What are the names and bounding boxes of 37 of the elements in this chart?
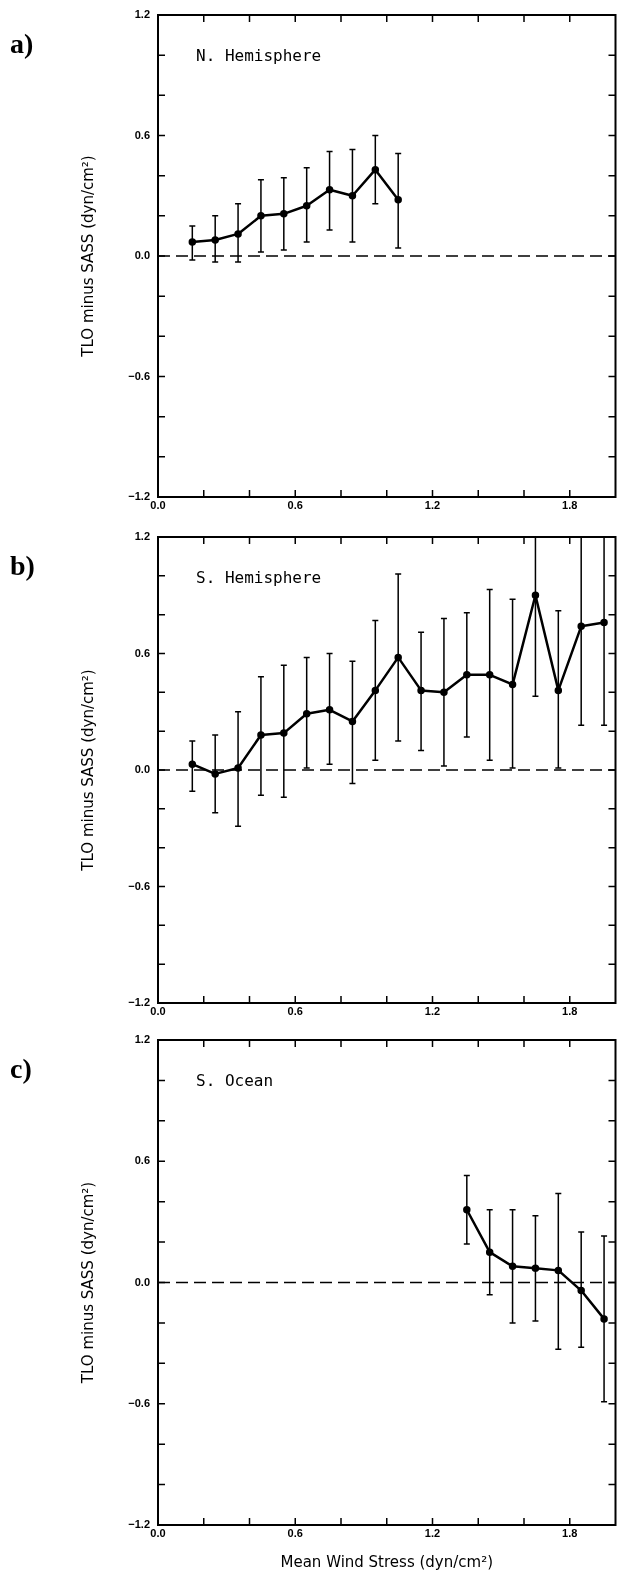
x-tick-label: 0.0 <box>150 1004 166 1017</box>
x-tick-label: 1.2 <box>424 1004 441 1017</box>
y-tick-label: 0.0 <box>134 763 150 776</box>
y-axis-title: TLO minus SASS (dyn/cm²) <box>78 669 97 872</box>
text: S. Hemisphere <box>196 568 322 588</box>
x-tick-label: 1.2 <box>424 1526 441 1539</box>
text: a) <box>10 28 34 59</box>
text: c) <box>10 1053 32 1084</box>
x-tick-label: 0.6 <box>287 1526 303 1539</box>
text: b) <box>10 550 35 581</box>
y-tick-label: 0.6 <box>134 128 150 141</box>
y-tick-label: 0.0 <box>134 249 150 262</box>
x-tick-label: 1.8 <box>562 1004 578 1017</box>
y-tick-label: 1.2 <box>134 530 150 543</box>
x-tick-label: 1.8 <box>562 1526 578 1539</box>
x-tick-label: 1.8 <box>562 498 578 511</box>
x-tick-label: 0.6 <box>287 1004 303 1017</box>
y-tick-label: −1.2 <box>128 1518 150 1531</box>
y-tick-label: 0.6 <box>134 646 150 659</box>
y-tick-label: −1.2 <box>128 996 150 1009</box>
x-tick-label: 0.0 <box>150 1526 166 1539</box>
y-tick-label: −0.6 <box>128 1396 150 1409</box>
text: S. Ocean <box>196 1071 274 1091</box>
y-tick-label: 0.0 <box>134 1275 150 1288</box>
y-axis-title: TLO minus SASS (dyn/cm²) <box>78 155 97 358</box>
x-axis-title: Mean Wind Stress (dyn/cm²) <box>280 1552 494 1571</box>
y-tick-label: 0.6 <box>134 1154 150 1167</box>
y-tick-label: 1.2 <box>134 1033 150 1046</box>
y-tick-label: −0.6 <box>128 369 150 382</box>
x-tick-label: 1.2 <box>424 498 441 511</box>
y-tick-label: −0.6 <box>128 879 150 892</box>
y-tick-label: −1.2 <box>128 490 150 503</box>
x-tick-label: 0.6 <box>287 498 303 511</box>
text: N. Hemisphere <box>196 46 322 66</box>
x-tick-label: 0.0 <box>150 498 166 511</box>
y-tick-label: 1.2 <box>134 8 150 21</box>
y-axis-title: TLO minus SASS (dyn/cm²) <box>78 1181 97 1385</box>
